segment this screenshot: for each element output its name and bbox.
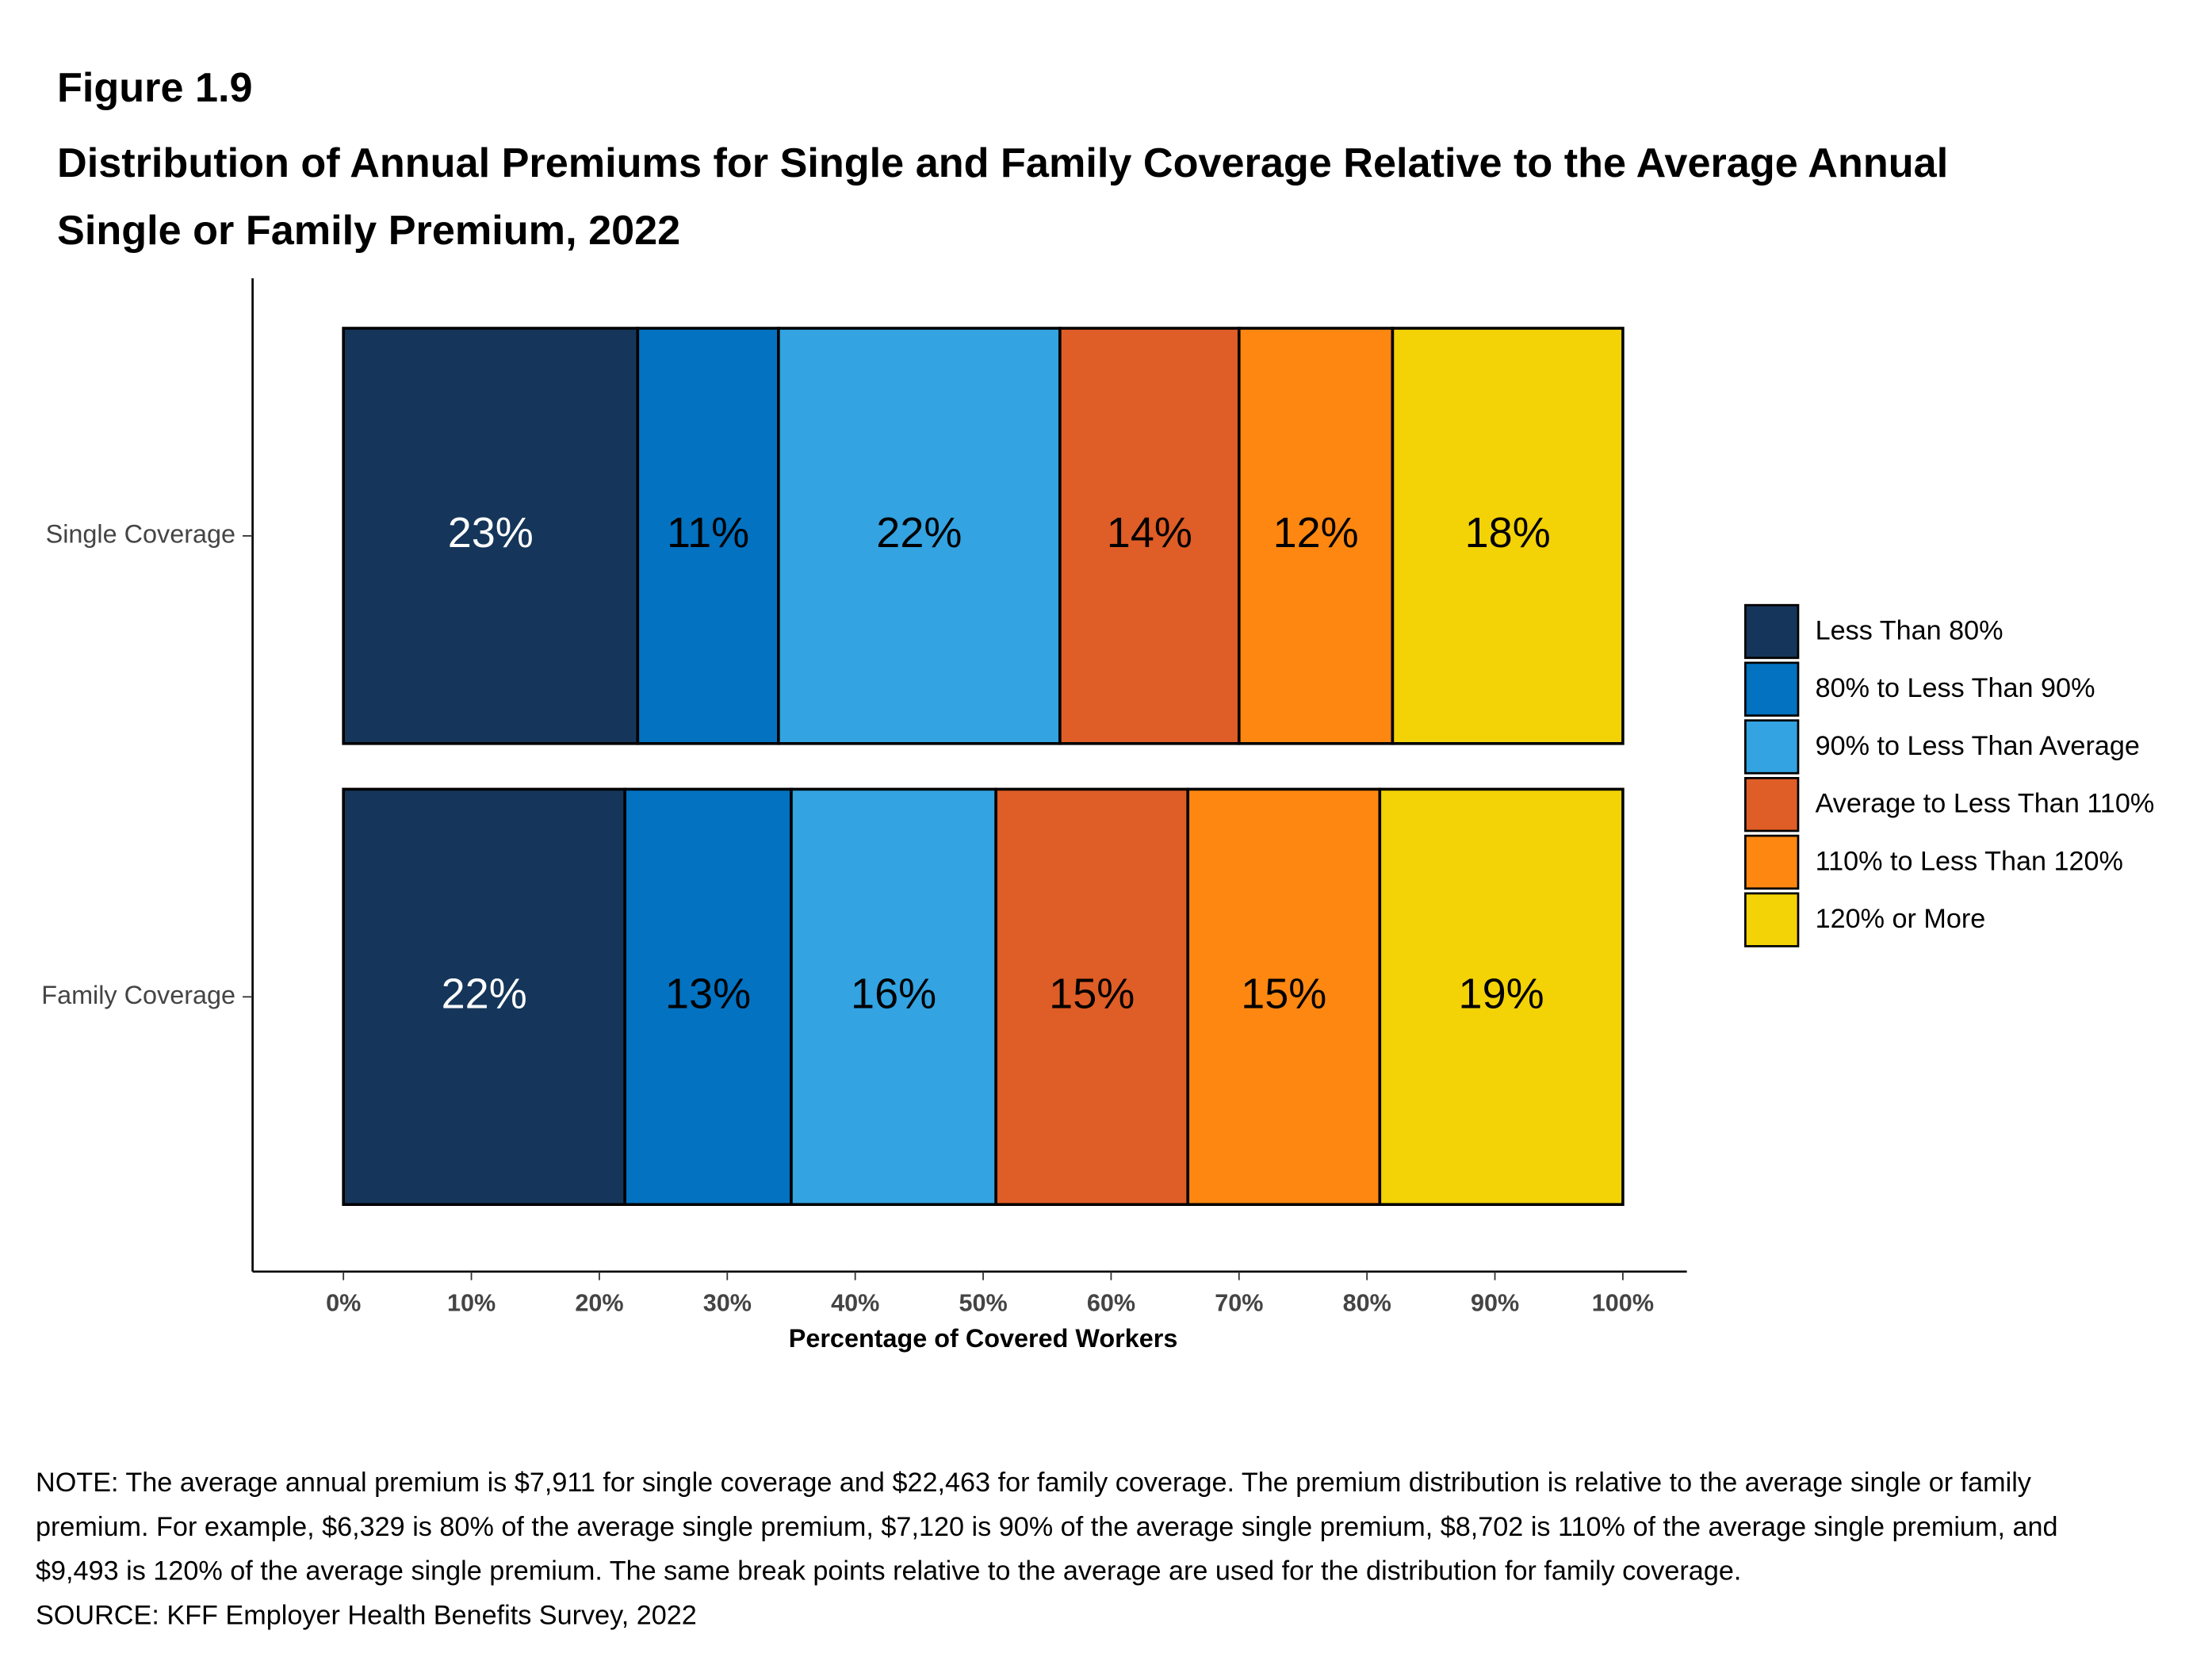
bar-segment <box>1378 787 1625 1206</box>
legend-label: Average to Less Than 110% <box>1816 789 2155 819</box>
x-tick-label: 60% <box>1087 1289 1135 1316</box>
data-label: 18% <box>1465 509 1551 557</box>
x-tick-label: 50% <box>959 1289 1007 1316</box>
data-label: 22% <box>876 509 962 557</box>
data-label: 13% <box>665 970 751 1018</box>
x-axis-title: Percentage of Covered Workers <box>789 1324 1178 1353</box>
x-tick-label: 80% <box>1343 1289 1391 1316</box>
legend-label: 80% to Less Than 90% <box>1816 673 2095 703</box>
data-label: 19% <box>1459 970 1544 1018</box>
bar-segment <box>1186 787 1382 1206</box>
bar-segment <box>1058 327 1241 745</box>
bar-segment <box>777 327 1062 745</box>
legend-swatch <box>1744 834 1800 890</box>
data-label: 23% <box>448 509 534 557</box>
legend-swatch <box>1744 777 1800 832</box>
bar-segment <box>342 327 640 745</box>
data-label: 14% <box>1107 509 1192 557</box>
y-tick-label: Family Coverage <box>41 981 235 1009</box>
bar-segment <box>342 787 626 1206</box>
bar-segment <box>790 787 997 1206</box>
chart: 0% 10% 20% 30% 40% 50% 60% 70% 80% 90% 100% Percent… <box>41 278 2155 1353</box>
x-tick-label: 90% <box>1471 1289 1519 1316</box>
legend-swatch <box>1744 603 1800 660</box>
x-tick-label: 40% <box>831 1289 879 1316</box>
legend-swatch <box>1744 719 1800 775</box>
figure-label: Figure 1.9 <box>57 65 253 112</box>
data-label: 12% <box>1273 509 1359 557</box>
data-label: 16% <box>851 970 936 1018</box>
x-tick-label: 100% <box>1592 1289 1654 1316</box>
chart-title: Distribution of Annual Premiums for Sing… <box>57 141 1949 255</box>
x-tick-label: 20% <box>575 1289 623 1316</box>
notes: NOTE: The average annual premium is $7,9… <box>36 1461 2105 1638</box>
source: SOURCE: KFF Employer Health Benefits Sur… <box>36 1601 697 1632</box>
bar-segment <box>623 787 793 1206</box>
x-tick-label: 70% <box>1215 1289 1263 1316</box>
data-label: 15% <box>1049 970 1135 1018</box>
legend-label: 110% to Less Than 120% <box>1816 846 2123 876</box>
bar-segment <box>1391 327 1625 745</box>
data-label: 15% <box>1241 970 1326 1018</box>
data-label: 22% <box>442 970 527 1018</box>
note: NOTE: The average annual premium is $7,9… <box>36 1468 2058 1587</box>
bar-segment <box>636 327 780 745</box>
bar-segment <box>1237 327 1395 745</box>
legend-label: 90% to Less Than Average <box>1816 731 2140 761</box>
legend-label: 120% or More <box>1816 904 1986 934</box>
legend-swatch <box>1744 661 1800 717</box>
x-tick-label: 10% <box>447 1289 496 1316</box>
bar-segment <box>994 787 1190 1206</box>
legend-swatch <box>1744 892 1800 947</box>
x-tick-label: 0% <box>326 1289 361 1316</box>
y-tick-label: Single Coverage <box>46 519 235 548</box>
legend-label: Less Than 80% <box>1816 615 2003 645</box>
x-tick-label: 30% <box>703 1289 752 1316</box>
data-label: 11% <box>667 509 749 557</box>
